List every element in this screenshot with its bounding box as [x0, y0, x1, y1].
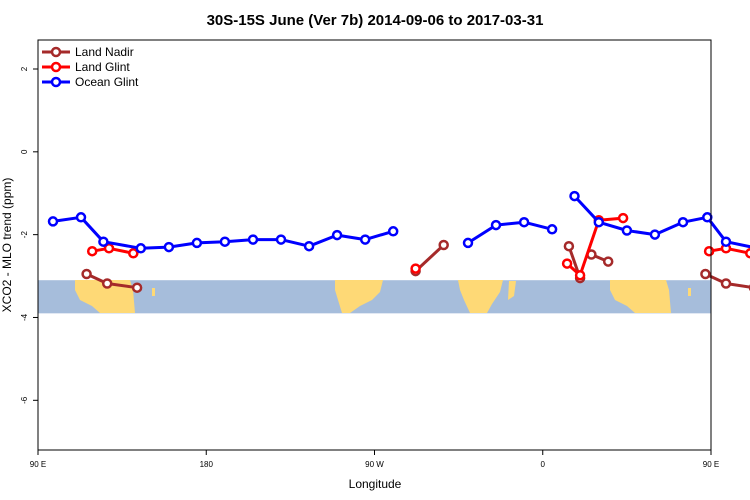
land-south-america: [335, 280, 383, 313]
data-point: [135, 243, 147, 254]
data-point: [387, 226, 399, 237]
land-madagascar: [508, 281, 516, 300]
data-point: [546, 224, 558, 235]
legend-swatch-marker: [50, 61, 62, 73]
map-strip: [38, 280, 711, 314]
series-land-glint: [86, 212, 750, 281]
data-point: [359, 234, 371, 245]
y-tick-label: -2: [20, 231, 29, 239]
data-point: [81, 268, 92, 280]
data-point: [649, 229, 661, 240]
chart-title: 30S-15S June (Ver 7b) 2014-09-06 to 2017…: [207, 12, 544, 29]
legend-swatch-marker: [50, 46, 62, 58]
series-line-segment: [467, 220, 553, 245]
y-axis: 2 0 -2 -4 -6: [20, 66, 38, 404]
data-point: [621, 225, 633, 236]
series-line-segment: [573, 195, 750, 249]
y-tick-label: -4: [20, 313, 29, 321]
data-point: [331, 229, 343, 241]
legend-label: Land Glint: [75, 60, 130, 74]
x-axis: 90 E 180 90 W 0 90 E: [30, 450, 719, 469]
data-point: [101, 278, 113, 289]
land-australia-right: [610, 280, 671, 313]
data-point: [617, 212, 629, 224]
data-point: [247, 234, 259, 245]
y-tick-label: -6: [20, 396, 29, 404]
data-point: [103, 243, 115, 254]
data-point: [462, 237, 474, 249]
y-axis-label: XCO2 - MLO trend (ppm): [0, 178, 14, 313]
data-point: [602, 256, 614, 267]
data-point: [720, 236, 732, 247]
x-tick-label: 0: [541, 460, 546, 469]
data-point: [518, 216, 530, 228]
data-point: [303, 240, 315, 252]
data-point: [75, 212, 87, 223]
data-point: [569, 190, 580, 202]
data-point: [490, 219, 502, 231]
legend-item: Land Nadir: [42, 45, 134, 59]
series-line-segment: [566, 216, 624, 277]
data-point: [702, 212, 713, 223]
x-tick-label: 90 W: [365, 460, 384, 469]
data-point: [86, 245, 98, 257]
data-point: [410, 263, 421, 274]
data-point: [703, 245, 715, 257]
data-point: [593, 216, 605, 228]
data-point: [275, 234, 287, 245]
land-bit-left: [152, 288, 155, 296]
data-point: [128, 248, 139, 259]
data-point: [677, 216, 689, 228]
legend-label: Ocean Glint: [75, 75, 139, 89]
legend-swatch-marker: [50, 76, 62, 88]
y-tick-label: 2: [20, 66, 29, 71]
x-tick-label: 90 E: [30, 460, 46, 469]
series-layer: [47, 190, 750, 293]
data-point: [438, 239, 449, 251]
data-point: [47, 216, 59, 227]
series-ocean-glint: [47, 190, 750, 254]
land-australia-left: [75, 280, 135, 313]
land-bit-right: [688, 288, 691, 296]
data-point: [563, 240, 575, 252]
legend-item: Ocean Glint: [42, 75, 139, 89]
x-tick-label: 90 E: [703, 460, 719, 469]
data-point: [720, 278, 732, 289]
data-point: [131, 282, 143, 293]
data-point: [561, 258, 573, 269]
data-point: [219, 236, 231, 247]
legend-label: Land Nadir: [75, 45, 134, 59]
land-africa: [458, 280, 503, 313]
data-point: [98, 236, 109, 247]
data-point: [191, 237, 203, 249]
y-tick-label: 0: [20, 149, 29, 154]
data-point: [700, 268, 711, 280]
data-point: [745, 248, 750, 259]
x-tick-label: 180: [200, 460, 214, 469]
data-point: [574, 269, 586, 281]
legend-item: Land Glint: [42, 60, 130, 74]
x-axis-label: Longitude: [349, 477, 402, 491]
data-point: [163, 241, 175, 253]
